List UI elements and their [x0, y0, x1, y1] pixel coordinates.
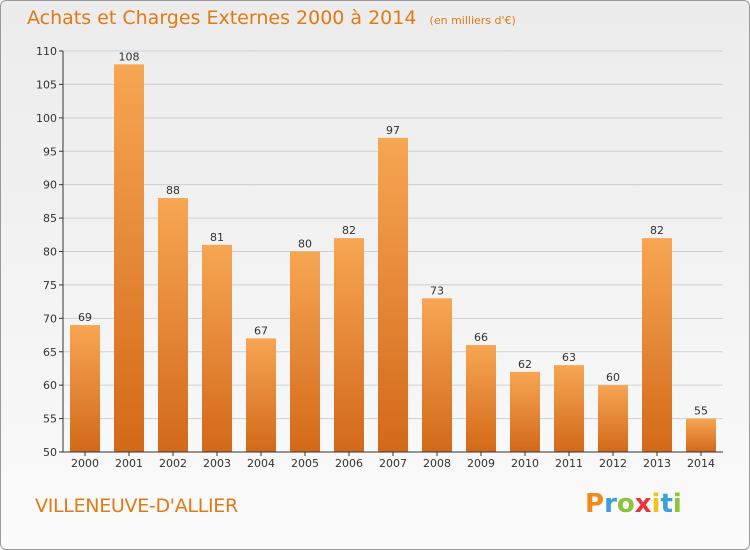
bar	[598, 385, 628, 452]
brand-letter: i	[651, 489, 661, 519]
bar	[290, 251, 320, 452]
bar-value-label: 81	[210, 231, 224, 244]
x-tick-label: 2007	[379, 457, 407, 470]
x-tick-label: 2000	[71, 457, 99, 470]
x-tick-label: 2011	[555, 457, 583, 470]
bar	[686, 418, 716, 452]
x-tick-label: 2001	[115, 457, 143, 470]
y-tick-label: 50	[43, 446, 57, 459]
bar	[422, 298, 452, 452]
bar	[158, 198, 188, 452]
y-tick-label: 65	[43, 346, 57, 359]
y-tick-label: 70	[43, 312, 57, 325]
x-tick-label: 2009	[467, 457, 495, 470]
x-tick-label: 2010	[511, 457, 539, 470]
brand-letter: x	[634, 489, 652, 519]
bar-value-label: 55	[694, 405, 708, 418]
bar	[114, 64, 144, 452]
bar-value-label: 60	[606, 371, 620, 384]
y-tick-label: 80	[43, 246, 57, 259]
commune-name: VILLENEUVE-D'ALLIER	[35, 495, 238, 517]
labels: 50 55 60 65 70 75 80 85 90 95 100 105 110 69 2000 108 20…	[36, 45, 715, 470]
bar	[554, 365, 584, 452]
x-tick-label: 2003	[203, 457, 231, 470]
y-tick-label: 85	[43, 212, 57, 225]
bar	[334, 238, 364, 452]
bar	[70, 325, 100, 452]
chart-title: Achats et Charges Externes 2000 à 2014	[27, 7, 417, 29]
title-row: Achats et Charges Externes 2000 à 2014 (…	[27, 7, 516, 29]
bar-value-label: 62	[518, 358, 532, 371]
bar	[378, 137, 408, 452]
y-tick-label: 75	[43, 279, 57, 292]
x-tick-label: 2006	[335, 457, 363, 470]
y-tick-label: 100	[36, 112, 57, 125]
brand-logo: Proxiti	[585, 489, 682, 519]
chart-unit: (en milliers d'€)	[429, 14, 516, 27]
axes	[59, 50, 723, 456]
brand-letter: r	[604, 489, 617, 519]
x-tick-label: 2012	[599, 457, 627, 470]
bar	[466, 345, 496, 452]
y-tick-label: 60	[43, 379, 57, 392]
bar-value-label: 108	[119, 50, 140, 63]
bar-value-label: 73	[430, 284, 444, 297]
bar	[510, 371, 540, 452]
brand-letter: P	[585, 489, 605, 519]
y-tick-label: 105	[36, 78, 57, 91]
x-tick-label: 2013	[643, 457, 671, 470]
y-tick-label: 110	[36, 45, 57, 58]
brand-letter: o	[616, 489, 635, 519]
bar-value-label: 88	[166, 184, 180, 197]
bars	[70, 64, 716, 452]
y-tick-label: 55	[43, 413, 57, 426]
bar-value-label: 63	[562, 351, 576, 364]
bar	[202, 244, 232, 452]
bar-value-label: 66	[474, 331, 488, 344]
x-tick-label: 2005	[291, 457, 319, 470]
y-tick-label: 90	[43, 179, 57, 192]
bar-value-label: 67	[254, 324, 268, 337]
x-tick-label: 2002	[159, 457, 187, 470]
y-tick-label: 95	[43, 145, 57, 158]
bar-value-label: 82	[342, 224, 356, 237]
x-tick-label: 2014	[687, 457, 715, 470]
bar	[642, 238, 672, 452]
bar-value-label: 82	[650, 224, 664, 237]
brand-letter: t	[660, 489, 673, 519]
bar	[246, 338, 276, 452]
bar-value-label: 69	[78, 311, 92, 324]
brand-letter: i	[672, 489, 682, 519]
x-tick-label: 2004	[247, 457, 275, 470]
x-tick-label: 2008	[423, 457, 451, 470]
bar-value-label: 80	[298, 238, 312, 251]
bar-value-label: 97	[386, 124, 400, 137]
